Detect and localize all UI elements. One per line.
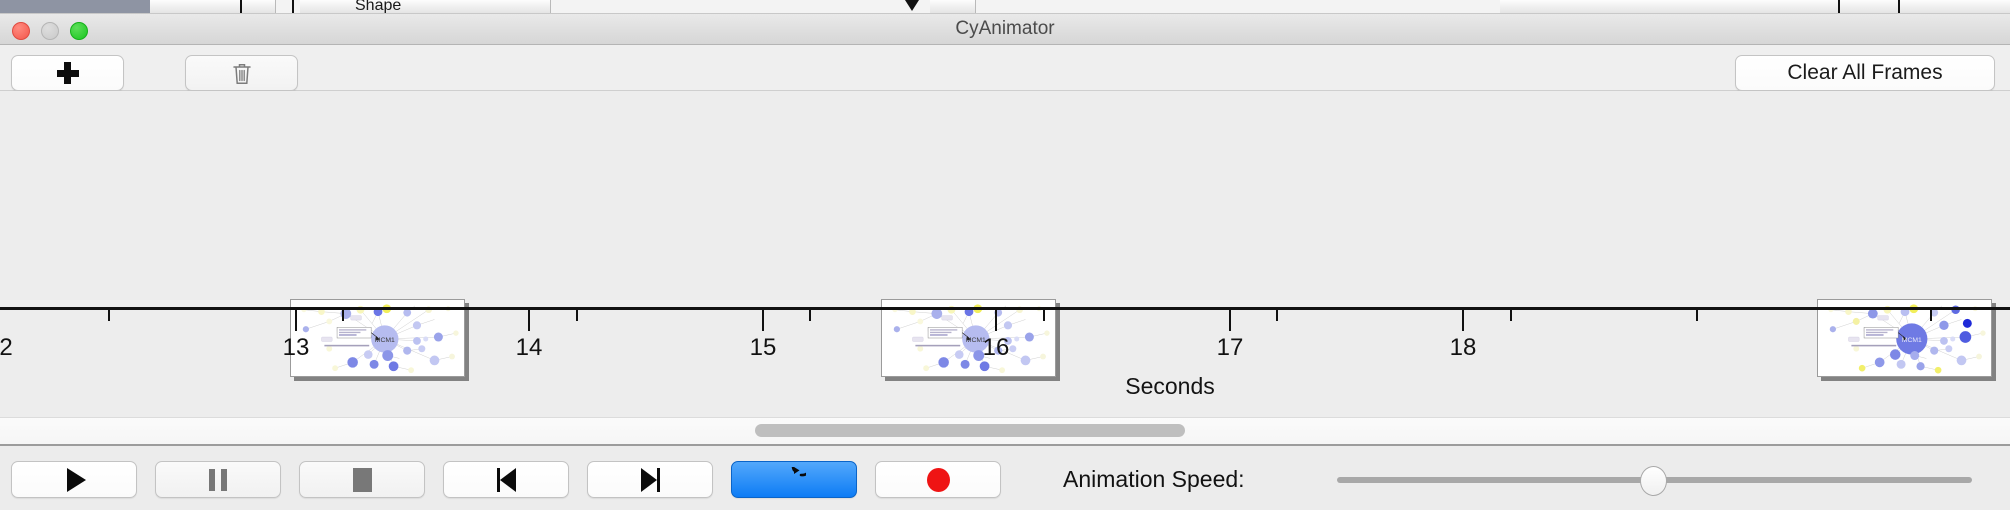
background-window-label: Shape: [355, 0, 402, 13]
ruler-tick-minor: [809, 310, 811, 321]
svg-text:MCM1: MCM1: [966, 337, 986, 344]
background-divider: [1898, 0, 1900, 13]
ruler-tick-minor: [1696, 310, 1698, 321]
window-title: CyAnimator: [955, 18, 1055, 39]
ruler-label: 17: [1216, 334, 1244, 361]
network-graph-preview: MCM1: [301, 304, 459, 374]
ruler-tick-major: [995, 310, 997, 331]
ruler-tick-major: [762, 310, 764, 331]
pause-icon: [209, 468, 227, 491]
ruler-tick-minor: [1043, 310, 1045, 321]
ruler-tick-minor: [1930, 310, 1932, 321]
ruler-tick-minor: [576, 310, 578, 321]
close-button[interactable]: [12, 22, 30, 40]
background-cursor-icon: [905, 0, 919, 11]
background-window-strip: Shape: [0, 0, 2010, 13]
skip-end-icon: [640, 467, 660, 492]
pause-button[interactable]: [155, 461, 281, 498]
background-strip-edge: [0, 13, 2010, 14]
frame-thumbnail-1[interactable]: MCM1: [290, 299, 465, 377]
skip-start-icon: [496, 467, 516, 492]
add-frame-button[interactable]: [11, 55, 124, 91]
frame-actions-toolbar: [0, 45, 2010, 91]
clear-all-frames-button[interactable]: Clear All Frames: [1735, 55, 1995, 91]
frame-thumbnail-3[interactable]: MCM1: [1817, 299, 1992, 377]
frame-thumbnail-2[interactable]: MCM1: [881, 299, 1056, 377]
ruler-tick-major: [1462, 310, 1464, 331]
delete-frame-button[interactable]: [185, 55, 298, 91]
network-graph-preview: MCM1: [1828, 304, 1986, 374]
ruler-label: 18: [1449, 334, 1477, 361]
loop-button[interactable]: [731, 461, 857, 498]
ruler-label: 2: [0, 334, 13, 361]
timeline-scrollbar[interactable]: [0, 417, 2010, 446]
ruler-tick-minor: [342, 310, 344, 321]
background-dark-panel: [0, 0, 150, 13]
skip-end-button[interactable]: [587, 461, 713, 498]
network-graph-preview: MCM1: [892, 304, 1050, 374]
svg-text:MCM1: MCM1: [375, 337, 395, 344]
ruler-tick-major: [528, 310, 530, 331]
timeline-axis-title-text: Seconds: [1125, 373, 1215, 399]
ruler-tick-minor: [1510, 310, 1512, 321]
background-pane: [375, 0, 551, 13]
minimize-button[interactable]: [41, 22, 59, 40]
play-icon: [66, 467, 86, 492]
ruler-tick-minor: [108, 310, 110, 321]
loop-icon: [791, 466, 806, 476]
maximize-button[interactable]: [70, 22, 88, 40]
stop-button[interactable]: [299, 461, 425, 498]
background-pane: [150, 0, 211, 13]
title-bar: CyAnimator: [0, 14, 2010, 45]
ruler-label: 16: [982, 334, 1010, 361]
record-icon: [926, 467, 950, 492]
skip-start-button[interactable]: [443, 461, 569, 498]
svg-text:MCM1: MCM1: [1902, 337, 1922, 344]
stop-icon: [352, 467, 372, 492]
timeline-scrollbar-thumb[interactable]: [755, 424, 1185, 437]
ruler-label: 14: [515, 334, 543, 361]
animation-speed-slider-thumb[interactable]: [1640, 466, 1667, 496]
record-button[interactable]: [875, 461, 1001, 498]
ruler-tick-minor: [1276, 310, 1278, 321]
background-pane: [1930, 0, 2010, 13]
background-pane: [210, 0, 276, 13]
ruler-tick-major: [1229, 310, 1231, 331]
animation-speed-label: Animation Speed:: [1063, 466, 1245, 492]
trash-icon: [232, 63, 251, 84]
timeline-ruler: [0, 307, 2010, 310]
ruler-label: 15: [749, 334, 777, 361]
timeline-panel[interactable]: MCM1: [0, 91, 2010, 417]
background-divider: [292, 0, 294, 13]
ruler-label: 13: [282, 334, 310, 361]
plus-icon: [56, 62, 79, 84]
ruler-tick-major: [295, 310, 297, 331]
play-button[interactable]: [11, 461, 137, 498]
background-pane: [1500, 0, 1931, 13]
background-divider: [1838, 0, 1840, 13]
background-pane: [930, 0, 976, 13]
timeline-axis-title: Seconds: [0, 373, 2010, 400]
background-divider: [240, 0, 242, 13]
clear-all-frames-label: Clear All Frames: [1787, 61, 1943, 84]
